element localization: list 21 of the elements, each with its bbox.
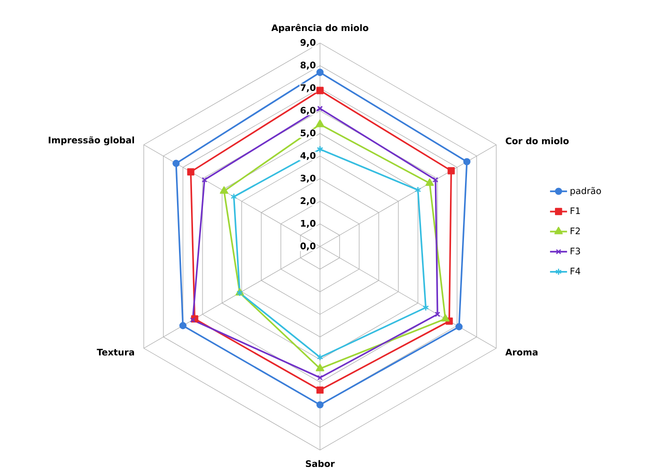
- legend-label: padrão: [570, 187, 601, 196]
- spoke-label: Textura: [96, 348, 134, 356]
- legend-label: F3: [570, 248, 580, 254]
- y-tick-label: 1,0: [301, 220, 316, 228]
- y-tick-label: 6,0: [300, 106, 316, 115]
- y-tick-label: 5,0: [300, 129, 316, 138]
- y-tick-label: 7,0: [300, 84, 316, 92]
- legend-label: F4: [570, 268, 580, 274]
- spoke-label: Aroma: [505, 348, 538, 356]
- y-tick-label: 9,0: [300, 39, 316, 47]
- legend-label: F2: [570, 228, 580, 234]
- y-tick-label: 8,0: [300, 62, 316, 70]
- spoke-label: Impressão global: [48, 136, 134, 146]
- y-tick-label: 2,0: [300, 197, 316, 206]
- y-tick-label: 3,0: [300, 174, 316, 183]
- legend-label: F1: [570, 208, 580, 214]
- spoke-label: Aparência do miolo: [271, 24, 368, 33]
- spoke-label: Cor do miolo: [506, 137, 569, 144]
- y-tick-label: 4,0: [300, 152, 316, 160]
- y-tick-label: 0,0: [300, 242, 316, 250]
- spoke-label: Sabor: [306, 460, 335, 468]
